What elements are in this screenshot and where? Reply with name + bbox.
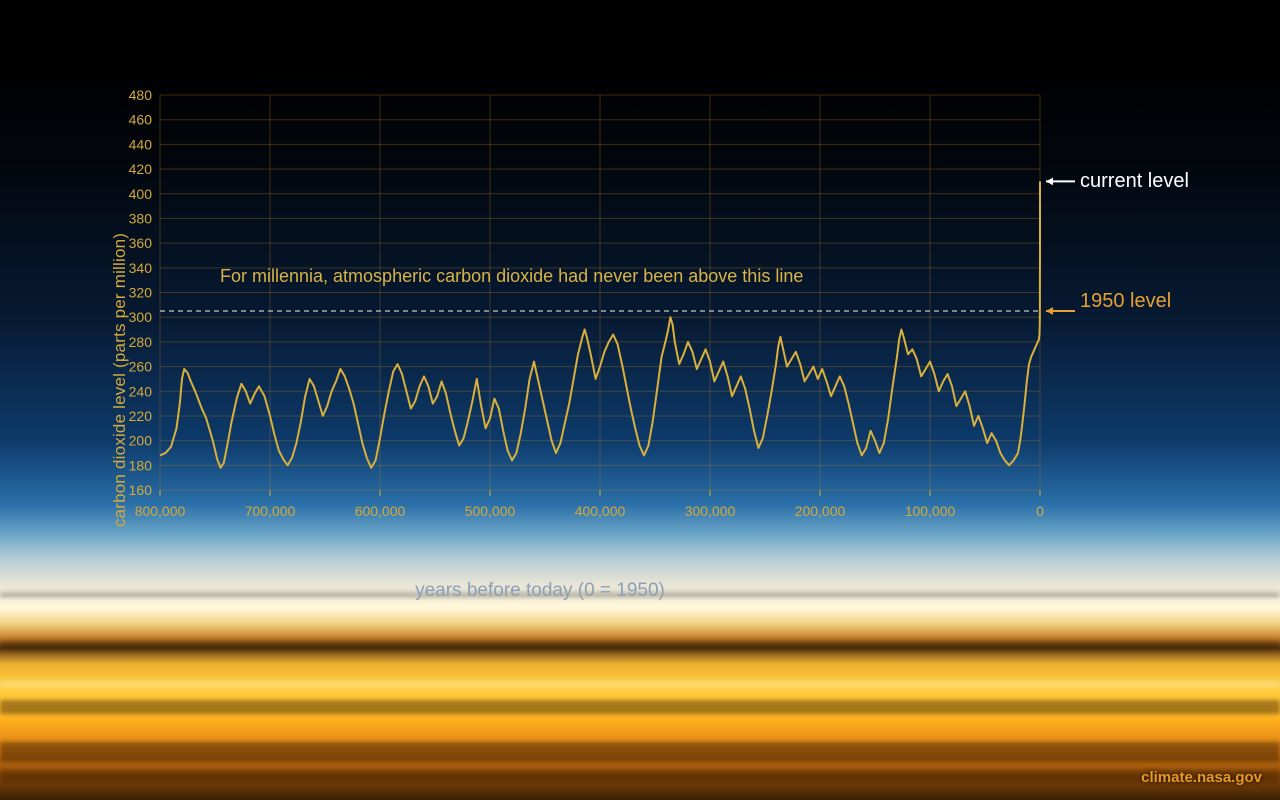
y-tick-label: 460 <box>129 112 153 128</box>
y-tick-label: 440 <box>129 136 153 152</box>
x-tick-label: 100,000 <box>905 503 956 519</box>
y-tick-label: 380 <box>129 210 153 226</box>
y-tick-label: 160 <box>129 482 153 498</box>
y-tick-label: 240 <box>129 383 153 399</box>
bg-streak <box>0 680 1280 688</box>
y-tick-label: 360 <box>129 235 153 251</box>
y-tick-label: 480 <box>129 87 153 103</box>
current-level-annotation: current level <box>1080 170 1189 193</box>
x-tick-label: 200,000 <box>795 503 846 519</box>
y-tick-label: 260 <box>129 359 153 375</box>
arrow-1950-level-head <box>1046 307 1053 315</box>
y-tick-label: 220 <box>129 408 153 424</box>
x-tick-label: 300,000 <box>685 503 736 519</box>
bg-streak <box>0 742 1280 762</box>
x-tick-label: 800,000 <box>135 503 186 519</box>
y-tick-label: 320 <box>129 285 153 301</box>
y-tick-label: 280 <box>129 334 153 350</box>
x-tick-label: 400,000 <box>575 503 626 519</box>
level-1950-annotation: 1950 level <box>1080 290 1171 313</box>
x-tick-label: 700,000 <box>245 503 296 519</box>
bg-streak <box>0 700 1280 714</box>
y-tick-label: 400 <box>129 186 153 202</box>
x-tick-label: 600,000 <box>355 503 406 519</box>
bg-streak <box>0 640 1280 650</box>
millennia-annotation: For millennia, atmospheric carbon dioxid… <box>220 266 803 287</box>
y-tick-label: 340 <box>129 260 153 276</box>
y-tick-label: 420 <box>129 161 153 177</box>
y-tick-label: 300 <box>129 309 153 325</box>
x-tick-label: 500,000 <box>465 503 516 519</box>
arrow-current-level-head <box>1046 178 1053 186</box>
x-axis-label: years before today (0 = 1950) <box>0 580 1080 602</box>
x-tick-label: 0 <box>1036 503 1044 519</box>
y-tick-label: 180 <box>129 457 153 473</box>
bg-streak <box>0 770 1280 782</box>
y-tick-label: 200 <box>129 433 153 449</box>
chart-svg: 160 180 200 220 240 260 280 300 320 340 360 380 400 4… <box>80 80 1200 560</box>
source-credit: climate.nasa.gov <box>1141 769 1262 786</box>
co2-chart: carbon dioxide level (parts per million)… <box>80 80 1200 560</box>
